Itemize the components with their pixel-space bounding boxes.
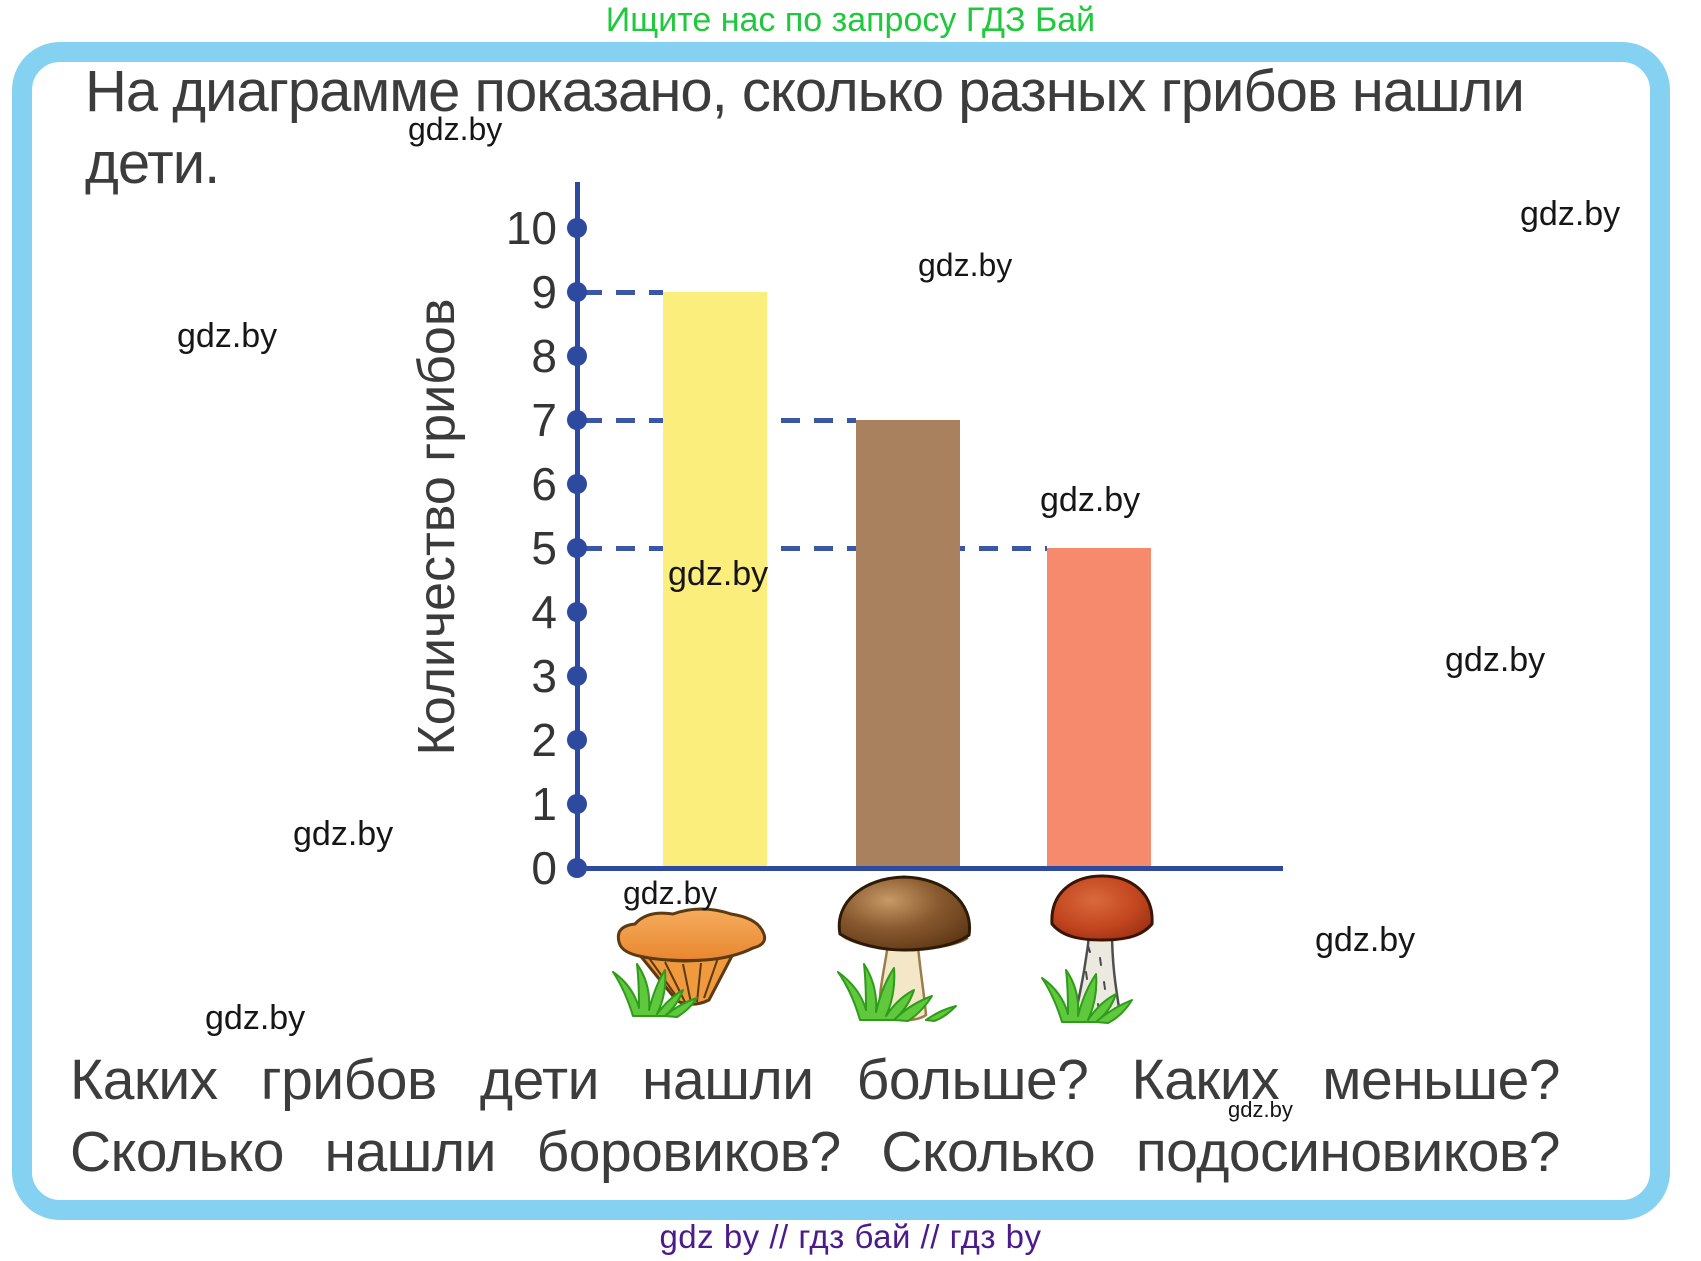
bar-лисички: [663, 292, 767, 866]
y-tick-label: 5: [531, 522, 557, 574]
mushroom-orange-cap-boletus-image: [1041, 874, 1154, 1024]
y-axis-title: Количество грибов: [408, 298, 466, 756]
promo-header: Ищите нас по запросу ГДЗ Бай: [605, 1, 1096, 39]
page-border-frame: [12, 42, 1670, 1220]
watermark: gdz.by: [1315, 921, 1416, 959]
y-tick-label: 0: [531, 842, 557, 894]
y-tick-label: 3: [531, 650, 557, 702]
bar-боровики: [856, 420, 960, 866]
watermark: gdz.by: [293, 815, 394, 853]
task-title: На диаграмме показано, сколько разных гр…: [85, 56, 1525, 200]
y-tick-label: 1: [531, 778, 557, 830]
axis-tick-dot: [567, 218, 587, 238]
axis-tick-dot: [567, 538, 587, 558]
grass-tuft: [837, 963, 957, 1022]
mushroom-porcini-image: [837, 875, 972, 1022]
axis-tick-dot: [567, 602, 587, 622]
grass-tuft: [1041, 969, 1133, 1024]
watermark: gdz.by: [1040, 481, 1141, 519]
watermark: gdz.by: [1228, 1097, 1293, 1122]
task-title-line2: дети.: [85, 131, 220, 196]
question-text: Каких грибов дети нашли больше? Каких ме…: [70, 1044, 1561, 1188]
y-axis-line: [575, 182, 580, 871]
question-line2: Сколько нашли боровиков? Сколько подосин…: [70, 1120, 1561, 1184]
axis-tick-dot: [567, 794, 587, 814]
y-tick-label: 8: [531, 330, 557, 382]
watermark: gdz.by: [623, 875, 718, 911]
axis-tick-dot: [567, 410, 587, 430]
axis-tick-dot: [567, 346, 587, 366]
axis-tick-dot: [567, 666, 587, 686]
x-axis-line: [575, 866, 1283, 871]
y-tick-label: 6: [531, 458, 557, 510]
axis-tick-dot: [567, 282, 587, 302]
watermark: gdz.by: [918, 247, 1013, 283]
watermark: gdz.by: [668, 555, 769, 593]
axis-tick-dot: [567, 858, 587, 878]
watermark: gdz.by: [1445, 641, 1546, 679]
mushroom-chanterelle-image: [612, 907, 767, 1018]
axis-tick-dot: [567, 474, 587, 494]
watermark: gdz.by: [177, 317, 278, 355]
y-tick-label: 10: [505, 202, 557, 254]
guide-dashed-line: [583, 546, 1047, 551]
axis-tick-dot: [567, 730, 587, 750]
bar-подосиновики: [1047, 548, 1151, 866]
guide-dashed-line: [583, 290, 663, 295]
grass-tuft: [612, 963, 698, 1018]
question-line1: Каких грибов дети нашли больше? Каких ме…: [70, 1048, 1561, 1112]
task-title-line1: На диаграмме показано, сколько разных гр…: [85, 59, 1525, 124]
watermark: gdz.by: [408, 111, 503, 147]
y-tick-label: 9: [531, 266, 557, 318]
y-tick-label: 4: [531, 586, 557, 638]
y-tick-label: 7: [531, 394, 557, 446]
watermark: gdz.by: [1520, 195, 1621, 233]
footer-watermark-text: gdz by // гдз бай // гдз by: [659, 1218, 1042, 1255]
y-tick-label: 2: [531, 714, 557, 766]
watermark: gdz.by: [205, 999, 306, 1037]
